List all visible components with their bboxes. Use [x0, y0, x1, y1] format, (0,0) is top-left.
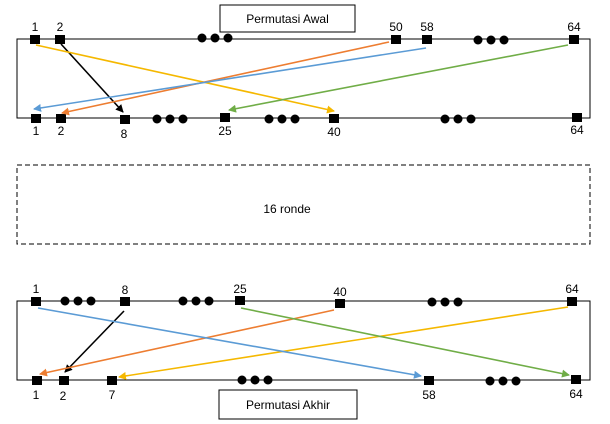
bottom-upper-label-64: 64	[565, 282, 579, 296]
bottom-upper-label-8: 8	[122, 283, 129, 297]
top-upper-bit-64	[569, 35, 579, 44]
top-lower-label-1: 1	[33, 124, 40, 138]
top-upper-ellipsis-b	[473, 35, 509, 45]
bottom-title: Permutasi Akhir	[246, 398, 330, 412]
top-lower-ellipsis-b	[264, 114, 300, 124]
rounds-label: 16 ronde	[263, 202, 311, 216]
top-upper-label-1: 1	[32, 20, 39, 34]
top-lower-ellipsis-a	[152, 114, 188, 124]
top-arrow-58-to-1	[33, 47, 427, 112]
bottom-title-box: Permutasi Akhir	[218, 389, 358, 420]
bottom-upper-bit-1	[31, 297, 41, 306]
bottom-lower-ellipsis-a	[237, 375, 273, 385]
bottom-lower-label-7: 7	[109, 388, 116, 402]
top-arrow-2-to-8	[60, 43, 124, 113]
bottom-arrow-40-to-1	[39, 309, 335, 377]
top-lower-label-2: 2	[58, 124, 65, 138]
top-lower-bit-2	[56, 114, 66, 123]
top-upper-label-2: 2	[57, 20, 64, 34]
bottom-upper-ellipsis-b	[178, 296, 214, 306]
bottom-lower-label-58: 58	[422, 388, 436, 402]
top-lower-label-25: 25	[218, 124, 232, 138]
bottom-upper-label-25: 25	[233, 282, 247, 296]
top-title: Permutasi Awal	[246, 12, 328, 26]
top-lower-bit-1	[31, 114, 41, 123]
bottom-arrow-64-to-7	[118, 306, 569, 380]
top-upper-label-58: 58	[420, 20, 434, 34]
bottom-lower-bit-2	[59, 376, 69, 385]
bottom-lower-ellipsis-b	[485, 376, 521, 386]
top-arrow-50-to-2	[61, 41, 390, 116]
bottom-lower-bit-1	[32, 376, 42, 385]
top-upper-label-64: 64	[567, 20, 581, 34]
bottom-lower-label-64: 64	[569, 387, 583, 401]
bottom-upper-bit-25	[235, 296, 245, 305]
top-upper-bit-58	[422, 35, 432, 44]
top-arrow-64-to-25	[228, 44, 569, 113]
bottom-upper-bit-64	[567, 297, 577, 306]
top-upper-label-50: 50	[389, 20, 403, 34]
bottom-upper-label-1: 1	[33, 282, 40, 296]
bottom-upper-ellipsis-a	[60, 296, 96, 306]
bottom-lower-label-2: 2	[60, 389, 67, 403]
top-lower-label-40: 40	[327, 125, 341, 139]
top-lower-bit-40	[329, 114, 339, 123]
top-title-box: Permutasi Awal	[219, 4, 356, 33]
top-upper-bit-1	[30, 35, 40, 44]
bottom-lower-label-1: 1	[33, 388, 40, 402]
top-lower-bit-8	[120, 115, 130, 124]
top-upper-ellipsis-a	[197, 33, 233, 43]
top-lower-label-8: 8	[121, 127, 128, 141]
bottom-lower-bit-64	[571, 375, 581, 384]
bottom-upper-bit-40	[335, 299, 345, 308]
bottom-lower-bit-7	[107, 376, 117, 385]
bottom-upper-bit-8	[120, 297, 130, 306]
top-permutation-box	[16, 38, 591, 119]
bottom-upper-label-40: 40	[333, 285, 347, 299]
top-upper-bit-2	[55, 35, 65, 44]
top-lower-bit-25	[220, 113, 230, 122]
top-lower-ellipsis-c	[440, 114, 476, 124]
top-upper-bit-50	[391, 35, 401, 44]
bottom-lower-bit-58	[424, 376, 434, 385]
bottom-arrow-1-to-58	[37, 307, 422, 379]
top-lower-bit-64	[572, 113, 582, 122]
top-lower-label-64: 64	[570, 123, 584, 137]
bottom-upper-ellipsis-c	[427, 297, 463, 307]
bottom-arrow-25-to-64	[240, 307, 570, 378]
bottom-permutation-box	[16, 300, 591, 381]
rounds-box	[16, 164, 591, 245]
